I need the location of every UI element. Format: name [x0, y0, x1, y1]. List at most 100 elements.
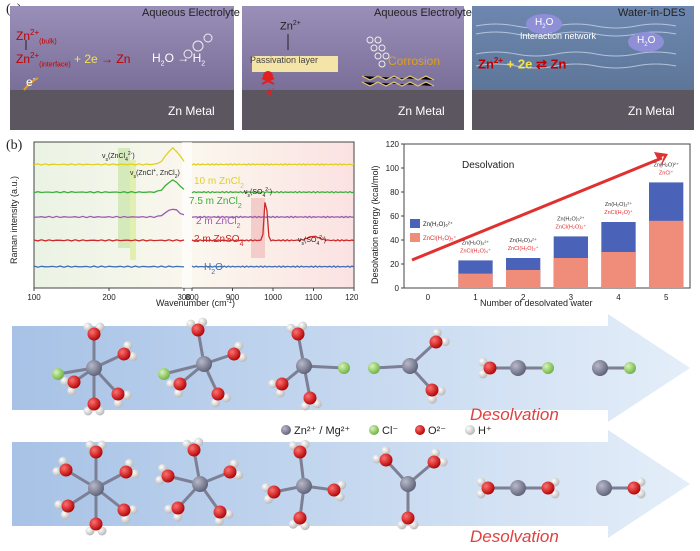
bar-ytick-label: 20	[390, 260, 399, 269]
legend-atom-icon	[465, 425, 475, 435]
raman-xtick-label: 200	[102, 293, 116, 302]
hydrogen-atom	[60, 510, 70, 520]
hydrogen-atom	[173, 388, 183, 398]
oxygen-atom	[275, 377, 289, 391]
legend-atom-label: H⁺	[478, 425, 492, 437]
bar-label-top: Zn(H₂O)₂²⁺	[605, 201, 632, 208]
oxygen-atom	[191, 323, 205, 337]
bar-legend-swatch	[410, 219, 420, 228]
a3-reaction: Zn2+ + 2e ⇄ Zn	[478, 56, 567, 72]
bar-ylabel: Desolvation energy (kcal/mol)	[370, 165, 380, 284]
legend-atom-icon	[415, 425, 425, 435]
raman-legend-item: 2 m ZnSO4	[194, 234, 244, 248]
bar-ytick-label: 120	[386, 140, 400, 149]
a3-header: Water-in-DES	[618, 7, 686, 19]
bar-label-bottom: ZnCl(H₂O)₄⁺	[460, 247, 491, 254]
zncl4-band	[118, 148, 130, 248]
bar-zncl-h2o	[553, 258, 588, 288]
legend-atom-icon	[369, 425, 379, 435]
molecule-row-bottom	[52, 437, 646, 536]
hydrogen-atom	[211, 398, 221, 408]
a2-header: Aqueous Electrolyte	[374, 7, 472, 19]
bar-label-bottom: ZnCl(H₂O)₂⁺	[555, 223, 586, 230]
hydrogen-atom	[214, 516, 224, 526]
a1-header: Aqueous Electrolyte	[142, 7, 240, 19]
bar-zncl-h2o	[601, 252, 636, 288]
oxygen-atom	[89, 445, 103, 459]
chloride-atom	[52, 368, 64, 380]
hydrogen-atom	[130, 469, 140, 479]
panel-a1	[10, 6, 234, 130]
desolvation-arrow-top	[12, 314, 690, 422]
hydrogen-atom	[60, 376, 70, 386]
bar-xtick-label: 5	[664, 293, 669, 302]
chloride-atom	[338, 362, 350, 374]
raman-series-line	[33, 202, 355, 242]
zinc-atom	[192, 476, 208, 492]
oxygen-atom	[187, 443, 201, 457]
oxygen-atom	[541, 481, 555, 495]
desolvation-label-top: Desolvation	[470, 405, 559, 424]
zinc-atom	[296, 358, 312, 374]
raman-xtick-label: 800	[185, 293, 199, 302]
hydrogen-atom	[52, 467, 62, 477]
bar-zncl-h2o	[458, 273, 493, 288]
hydrogen-atom	[173, 512, 183, 522]
a2-passivation: Passivation layer	[250, 55, 319, 65]
oxygen-atom	[223, 465, 237, 479]
bar-ytick-label: 100	[386, 164, 400, 173]
bar-label-bottom: ZnCl⁺	[659, 169, 674, 176]
panel-a2	[242, 6, 464, 130]
a2-zn: Zn2+	[280, 20, 301, 33]
oxygen-atom	[425, 383, 439, 397]
a2-metal: Zn Metal	[398, 104, 445, 118]
bar-plot-area	[403, 143, 691, 289]
hydrogen-atom	[427, 394, 437, 404]
zinc-atom	[596, 480, 612, 496]
hydrogen-atom	[164, 504, 174, 514]
zinc-atom	[400, 476, 416, 492]
so4-band	[251, 198, 265, 258]
hydrogen-atom	[381, 446, 391, 456]
raman-xtick-label: 1100	[305, 293, 323, 302]
a1-zn-bulk: Zn2+(bulk)	[16, 28, 57, 46]
zinc-atom	[296, 478, 312, 494]
bar-xtick-label: 3	[569, 293, 574, 302]
a3-h2o-b: H2O	[637, 35, 656, 48]
bar-ytick-label: 40	[390, 236, 399, 245]
raman-legend-item: 2 m ZnCl2	[196, 216, 241, 230]
oxygen-atom	[67, 375, 81, 389]
legend-atom-label: Cl⁻	[382, 425, 398, 437]
oxygen-atom	[429, 335, 443, 349]
oxygen-atom	[87, 397, 101, 411]
raman-legend-item: H2O	[204, 262, 223, 276]
legend-atom-label: Zn²⁺ / Mg²⁺	[294, 425, 350, 437]
bar-xtick-label: 1	[473, 293, 478, 302]
bar-xlabel: Number of desolvated water	[480, 298, 593, 308]
zinc-atom	[402, 358, 418, 374]
bar-label-bottom: ZnCl(H₂O)₃⁺	[508, 245, 539, 252]
hydrogen-atom	[432, 328, 442, 338]
raman-ylabel: Raman intensity (a.u.)	[9, 176, 19, 264]
bar-xtick-label: 4	[616, 293, 621, 302]
bar-ytick-label: 80	[390, 188, 399, 197]
oxygen-atom	[227, 347, 241, 361]
hydrogen-atom	[166, 379, 176, 389]
bar-xtick-label: 2	[521, 293, 526, 302]
a2-corrosion: Corrosion	[388, 54, 441, 68]
raman-xlabel: Wavenumber (cm-1)	[156, 298, 235, 308]
oxygen-atom	[117, 503, 131, 517]
raman-series-line	[33, 265, 355, 268]
oxygen-atom	[293, 511, 307, 525]
zncl-annotation: νs(ZnCl+, ZnCl2)	[130, 168, 180, 180]
desolvation-label-bottom: Desolvation	[470, 527, 559, 546]
raman-series-line	[33, 208, 355, 219]
oxygen-atom	[211, 387, 225, 401]
oxygen-atom	[59, 463, 73, 477]
bar-label-top: Zn(H₂O)₃²⁺	[557, 215, 585, 222]
raman-xtick-label: 900	[226, 293, 240, 302]
hydrogen-atom	[430, 448, 440, 458]
legend-atom-label: O²⁻	[428, 425, 446, 437]
hydrogen-atom	[234, 470, 244, 480]
zinc-atom	[88, 480, 104, 496]
